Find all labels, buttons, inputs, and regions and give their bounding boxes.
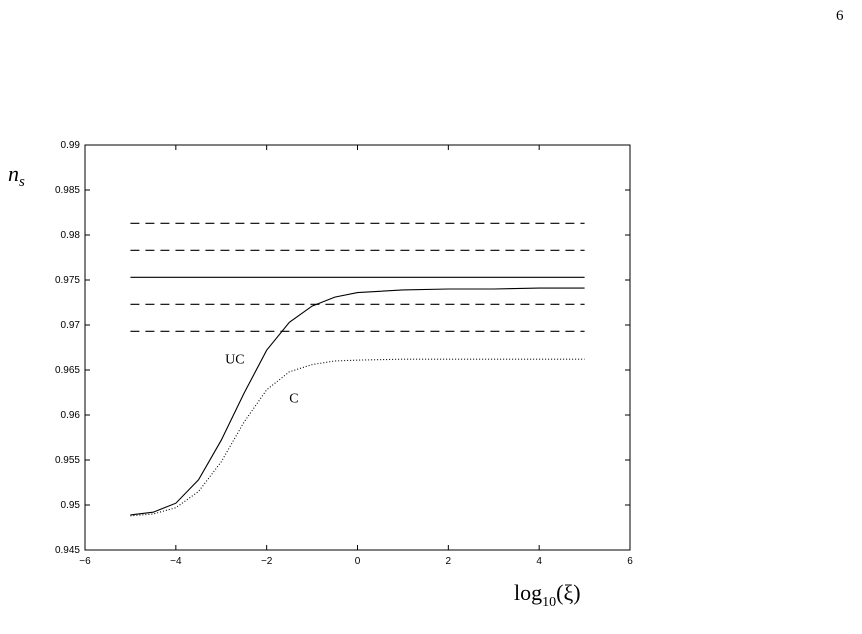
y-axis-label: ns — [8, 161, 25, 190]
y-tick-label: 0.945 — [55, 545, 80, 556]
x-tick-label: 0 — [355, 556, 361, 567]
y-label-base: n — [8, 161, 19, 186]
annotation: UC — [225, 353, 244, 368]
y-tick-label: 0.97 — [61, 320, 81, 331]
x-tick-label: −2 — [261, 556, 273, 567]
annotation: C — [289, 391, 298, 406]
y-tick-label: 0.965 — [55, 365, 80, 376]
x-label-after: (ξ) — [556, 580, 580, 605]
y-tick-label: 0.95 — [61, 500, 81, 511]
x-tick-label: 6 — [627, 556, 633, 567]
series-line — [130, 287, 585, 516]
x-tick-label: −4 — [170, 556, 182, 567]
x-axis-label: log10(ξ) — [514, 580, 581, 610]
y-label-sub: s — [19, 174, 25, 190]
y-tick-label: 0.955 — [55, 455, 80, 466]
x-label-sub: 10 — [542, 595, 556, 610]
y-tick-label: 0.975 — [55, 275, 80, 286]
x-tick-label: 4 — [536, 556, 542, 567]
x-tick-label: 2 — [446, 556, 452, 567]
x-label-base: log — [514, 580, 542, 605]
y-tick-label: 0.99 — [61, 140, 81, 151]
series-line — [130, 358, 585, 517]
page-number: 6 — [836, 8, 844, 24]
y-tick-label: 0.98 — [61, 230, 81, 241]
x-tick-label: −6 — [79, 556, 91, 567]
plot-frame — [84, 144, 631, 551]
y-tick-label: 0.96 — [61, 410, 81, 421]
y-tick-label: 0.985 — [55, 185, 80, 196]
